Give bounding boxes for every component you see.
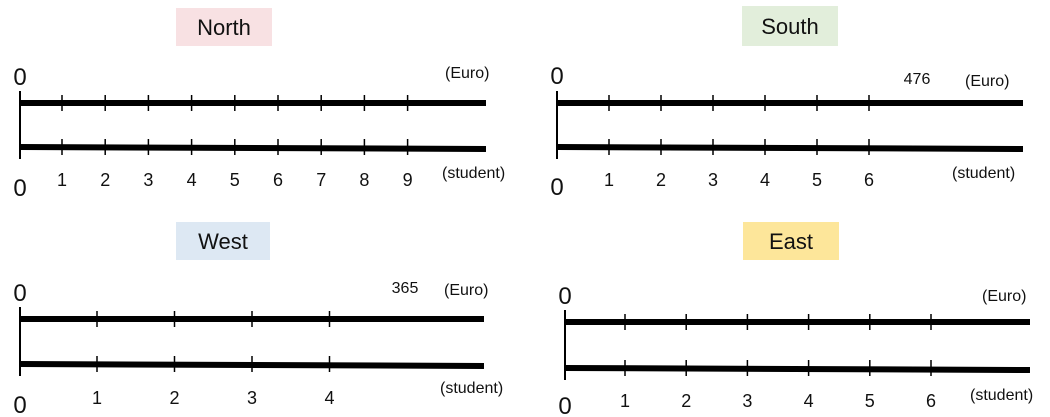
student-tick-label: 2 [656,170,666,190]
student-number-line [564,365,1031,373]
total-euro-label: 476 [904,71,931,88]
student-tick-label: 2 [100,170,110,190]
student-tick-label: 1 [620,391,630,411]
euro-unit-label: (Euro) [444,282,488,299]
student-unit-label: (student) [952,165,1015,182]
student-tick-label: 7 [316,170,326,190]
euro-unit-label: (Euro) [965,73,1009,90]
euro-zero-label: 0 [13,280,26,307]
panel-north: North 1 2 3 4 5 6 7 8 9 0 0 (Euro) (student) [13,8,505,202]
student-unit-label: (student) [970,387,1033,404]
region-label-box [742,6,838,46]
panel-west: West 1 2 3 4 0 0 (Euro) (student) 365 [13,222,503,417]
student-unit-label: (student) [440,380,503,397]
euro-unit-label: (Euro) [445,65,489,82]
student-zero-label: 0 [13,175,26,202]
euro-unit-label: (Euro) [982,288,1026,305]
region-title: South [761,14,819,39]
region-title: North [197,15,251,40]
student-zero-label: 0 [550,174,563,201]
student-tick-label: 3 [708,170,718,190]
panel-east: East 1 2 3 4 5 6 0 0 (Euro) (student) [558,222,1033,417]
region-label-box [176,8,272,46]
panel-south: South 1 2 3 4 5 6 0 0 (Euro) (student) 476 [550,6,1024,201]
student-tick-label: 6 [273,170,283,190]
student-number-line [556,144,1024,152]
student-tick-label: 2 [681,391,691,411]
student-tick-label: 4 [324,388,334,408]
student-tick-label: 3 [143,170,153,190]
region-label-box [743,222,839,260]
total-euro-label: 365 [392,280,419,297]
student-tick-label: 9 [403,170,413,190]
student-tick-label: 1 [92,388,102,408]
student-tick-label: 4 [760,170,770,190]
student-zero-label: 0 [558,393,571,417]
student-tick-label: 3 [247,388,257,408]
student-number-line [19,144,487,152]
region-title: East [769,229,813,254]
student-tick-label: 5 [812,170,822,190]
student-tick-label: 1 [57,170,67,190]
student-unit-label: (student) [442,165,505,182]
student-tick-label: 4 [187,170,197,190]
euro-zero-label: 0 [13,64,26,91]
student-tick-label: 5 [865,391,875,411]
region-label-box [176,222,270,260]
student-tick-label: 6 [926,391,936,411]
student-tick-label: 8 [359,170,369,190]
student-tick-label: 5 [230,170,240,190]
student-tick-label: 6 [864,170,874,190]
student-tick-label: 1 [604,170,614,190]
student-tick-label: 3 [742,391,752,411]
student-zero-label: 0 [13,392,26,417]
region-title: West [198,229,248,254]
student-tick-label: 4 [804,391,814,411]
euro-zero-label: 0 [558,283,571,310]
student-tick-label: 2 [169,388,179,408]
euro-zero-label: 0 [550,63,563,90]
